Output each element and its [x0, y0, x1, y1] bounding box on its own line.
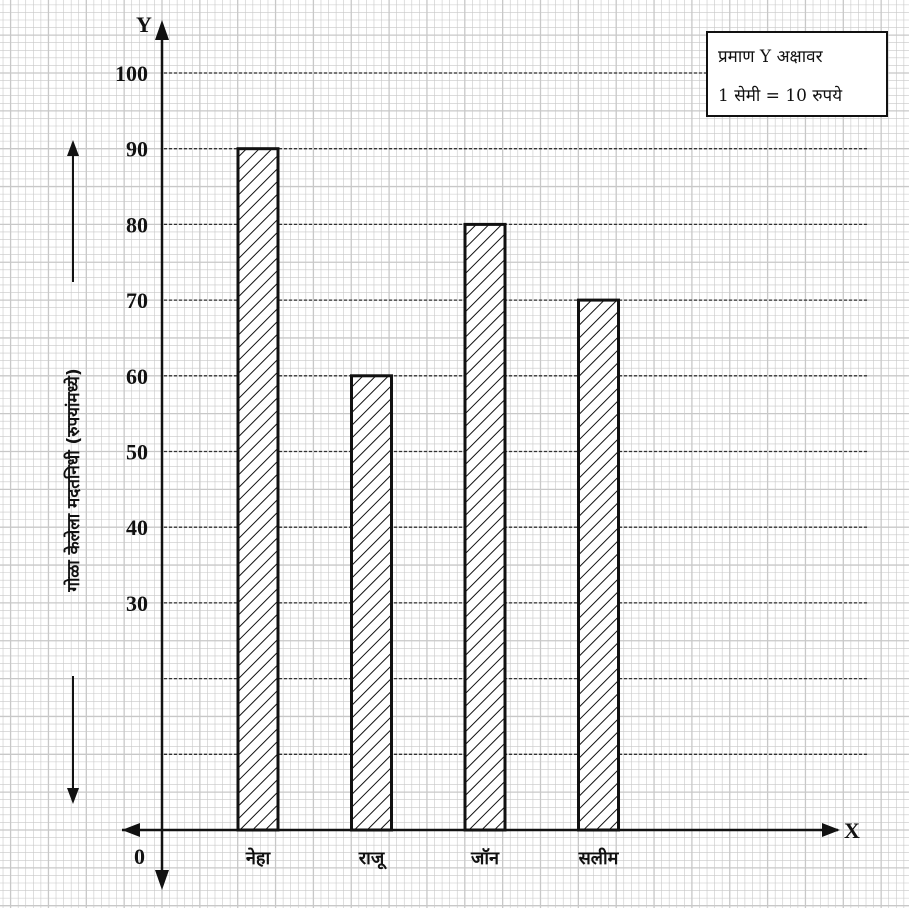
x-axis-left-arrow — [122, 823, 140, 837]
category-label: सलीम — [578, 847, 620, 869]
y-tick-label: 70 — [126, 288, 148, 313]
bar — [236, 147, 280, 832]
bar — [577, 298, 620, 832]
category-labels: नेहा राजू जॉन सलीम — [245, 847, 620, 870]
y-axis-letter: Y — [136, 12, 152, 37]
category-label: जॉन — [470, 847, 500, 869]
y-title-up-arrow — [67, 140, 79, 156]
bars — [236, 147, 620, 832]
category-label: नेहा — [245, 847, 272, 869]
scale-note-frame — [706, 31, 888, 117]
y-axis-top-arrow — [155, 20, 169, 40]
y-tick-label: 100 — [115, 61, 148, 86]
origin-label: 0 — [134, 844, 145, 869]
scale-note-line-1: प्रमाण Y अक्षावर — [718, 47, 824, 67]
scale-note-box: प्रमाण Y अक्षावर 1 सेमी = 10 रुपये — [706, 31, 888, 117]
x-axis-right-arrow — [822, 823, 840, 837]
y-tick-label: 30 — [126, 591, 148, 616]
category-label: राजू — [358, 848, 387, 870]
y-axis-bottom-arrow — [155, 870, 169, 890]
y-tick-label: 60 — [126, 364, 148, 389]
y-tick-labels: 30 40 50 60 70 80 90 100 — [115, 61, 148, 616]
x-axis-letter: X — [844, 818, 860, 843]
y-tick-label: 90 — [126, 137, 148, 162]
y-axis-title-group: गोळा केलेला मदतनिधी (रुपयांमध्ये) — [63, 140, 84, 804]
bar — [463, 222, 507, 832]
y-tick-label: 40 — [126, 515, 148, 540]
bar — [350, 374, 393, 832]
scale-note-line-2: 1 सेमी = 10 रुपये — [718, 85, 843, 106]
y-axis-title: गोळा केलेला मदतनिधी (रुपयांमध्ये) — [63, 368, 84, 592]
y-tick-label: 80 — [126, 212, 148, 237]
y-tick-label: 50 — [126, 440, 148, 465]
y-title-down-arrow — [67, 788, 79, 804]
